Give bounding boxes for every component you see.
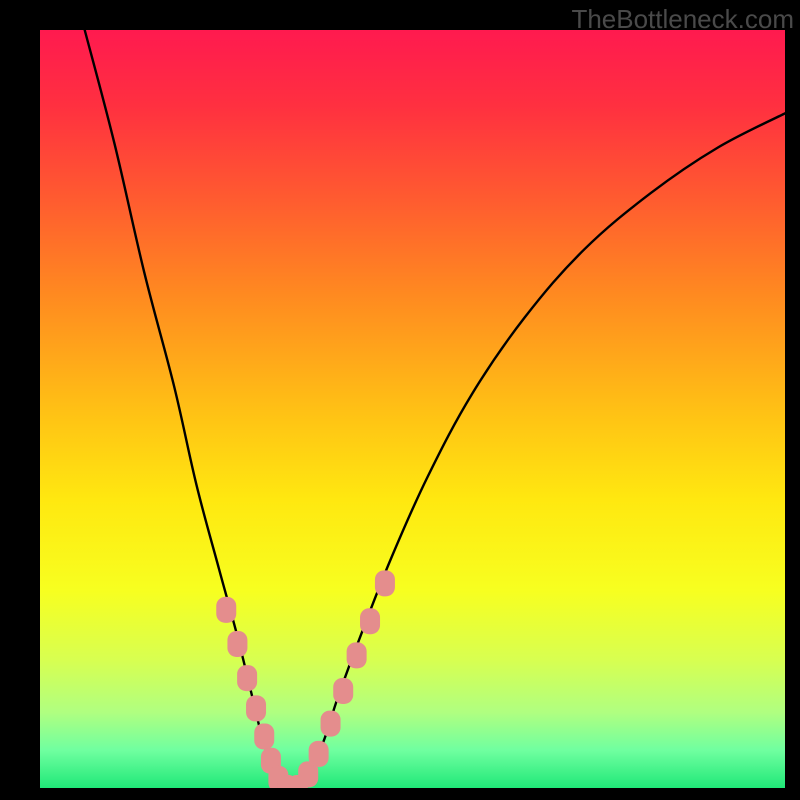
bead-marker — [254, 723, 274, 749]
bead-marker — [227, 631, 247, 657]
watermark-text: TheBottleneck.com — [571, 4, 794, 35]
bead-marker — [246, 695, 266, 721]
gradient-background — [40, 30, 785, 788]
bead-marker — [216, 597, 236, 623]
bead-marker — [347, 642, 367, 668]
chart-container: TheBottleneck.com — [0, 0, 800, 800]
chart-svg — [40, 30, 785, 788]
bead-marker — [333, 678, 353, 704]
bead-marker — [375, 570, 395, 596]
bead-marker — [237, 665, 257, 691]
bead-marker — [360, 608, 380, 634]
plot-area — [40, 30, 785, 788]
bead-marker — [309, 741, 329, 767]
bead-marker — [321, 711, 341, 737]
